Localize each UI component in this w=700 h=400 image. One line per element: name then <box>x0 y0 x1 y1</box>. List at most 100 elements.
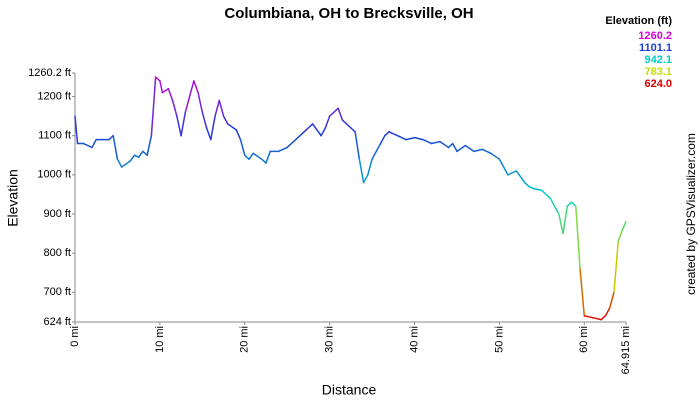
elevation-line <box>201 111 208 129</box>
y-tick-label: 800 ft <box>43 247 71 259</box>
elevation-line <box>252 152 263 160</box>
elevation-line <box>566 201 573 207</box>
elevation-line <box>439 140 450 149</box>
elevation-line <box>116 158 123 168</box>
y-tick-label: 900 ft <box>43 208 71 220</box>
elevation-line <box>345 123 352 129</box>
elevation-line <box>524 181 530 188</box>
elevation-line <box>413 136 424 141</box>
elevation-line <box>473 148 484 153</box>
elevation-line <box>171 99 178 117</box>
elevation-line <box>592 316 603 321</box>
elevation-line <box>222 115 229 125</box>
elevation-line <box>358 158 365 184</box>
chart-title: Columbiana, OH to Brecksville, OH <box>224 5 473 22</box>
elevation-line <box>193 80 199 94</box>
elevation-line <box>150 76 157 137</box>
elevation-line <box>210 115 216 141</box>
elevation-line <box>541 189 552 200</box>
elevation-line <box>167 87 174 102</box>
elevation-line <box>371 142 382 160</box>
legend-value: 942.1 <box>644 54 672 66</box>
elevation-line <box>120 160 131 168</box>
elevation-line <box>108 134 114 141</box>
elevation-line <box>528 185 535 190</box>
elevation-line <box>570 201 577 207</box>
elevation-line <box>558 213 564 235</box>
elevation-line <box>498 158 505 168</box>
elevation-line <box>430 140 441 145</box>
y-tick-label: 1200 ft <box>37 90 71 102</box>
elevation-line <box>362 174 369 184</box>
elevation-line <box>549 197 560 215</box>
elevation-line <box>129 154 136 162</box>
elevation-line <box>248 152 254 160</box>
x-tick-label: 0 mi <box>69 326 81 347</box>
y-tick-label: 700 ft <box>43 286 71 298</box>
y-tick-label: 624 ft <box>43 316 71 328</box>
elevation-line <box>112 134 119 160</box>
elevation-line <box>464 144 475 153</box>
elevation-line <box>507 170 518 176</box>
elevation-line <box>388 131 399 137</box>
elevation-line <box>294 131 305 141</box>
elevation-line <box>74 115 79 145</box>
y-tick-label: 1260.2 ft <box>28 67 71 79</box>
elevation-line <box>82 142 93 149</box>
x-tick-label: 64.915 mi <box>620 326 632 374</box>
elevation-line <box>137 150 144 158</box>
elevation-line <box>311 123 318 131</box>
x-tick-label: 50 mi <box>493 326 505 353</box>
x-tick-label: 60 mi <box>578 326 590 353</box>
elevation-line <box>320 127 327 137</box>
elevation-line <box>481 148 492 155</box>
elevation-line <box>316 129 322 137</box>
x-axis-label: Distance <box>322 382 377 398</box>
elevation-line <box>154 76 161 82</box>
x-tick-label: 30 mi <box>324 326 336 353</box>
elevation-line <box>621 221 627 231</box>
elevation-line <box>286 138 297 149</box>
elevation-line <box>159 80 164 94</box>
elevation-line <box>456 144 467 153</box>
elevation-line <box>600 314 607 321</box>
elevation-line <box>142 150 148 157</box>
elevation-line <box>161 87 170 94</box>
elevation-line <box>384 131 390 137</box>
elevation-line <box>227 123 238 131</box>
y-axis-label: Elevation <box>5 169 21 227</box>
elevation-line <box>91 138 97 149</box>
elevation-line <box>367 158 373 176</box>
elevation-line <box>214 99 221 117</box>
elevation-line <box>502 166 509 176</box>
elevation-line <box>354 131 361 160</box>
legend-value: 1260.2 <box>638 30 672 42</box>
y-tick-label: 1100 ft <box>38 130 71 142</box>
legend-value: 624.0 <box>644 78 672 90</box>
elevation-line <box>575 205 581 270</box>
elevation-line <box>422 138 433 145</box>
elevation-line <box>277 146 288 153</box>
elevation-line <box>184 80 195 113</box>
y-tick-label: 1000 ft <box>37 169 71 181</box>
elevation-line <box>515 170 526 184</box>
legend-title: Elevation (ft) <box>605 15 672 27</box>
elevation-line <box>613 240 619 294</box>
elevation-line <box>205 127 212 141</box>
elevation-line <box>583 314 594 319</box>
elevation-line <box>451 142 458 153</box>
elevation-line <box>350 127 356 133</box>
elevation-line <box>405 136 416 141</box>
elevation-line <box>244 154 250 160</box>
elevation-line <box>176 115 182 137</box>
x-tick-label: 40 mi <box>408 326 420 353</box>
elevation-line <box>328 107 339 117</box>
legend-value: 1101.1 <box>639 42 672 54</box>
elevation-line <box>579 268 586 317</box>
elevation-line <box>562 205 569 235</box>
credit: created by GPSVisualizer.com <box>684 133 698 295</box>
elevation-line <box>490 152 501 160</box>
elevation-line <box>341 119 348 125</box>
